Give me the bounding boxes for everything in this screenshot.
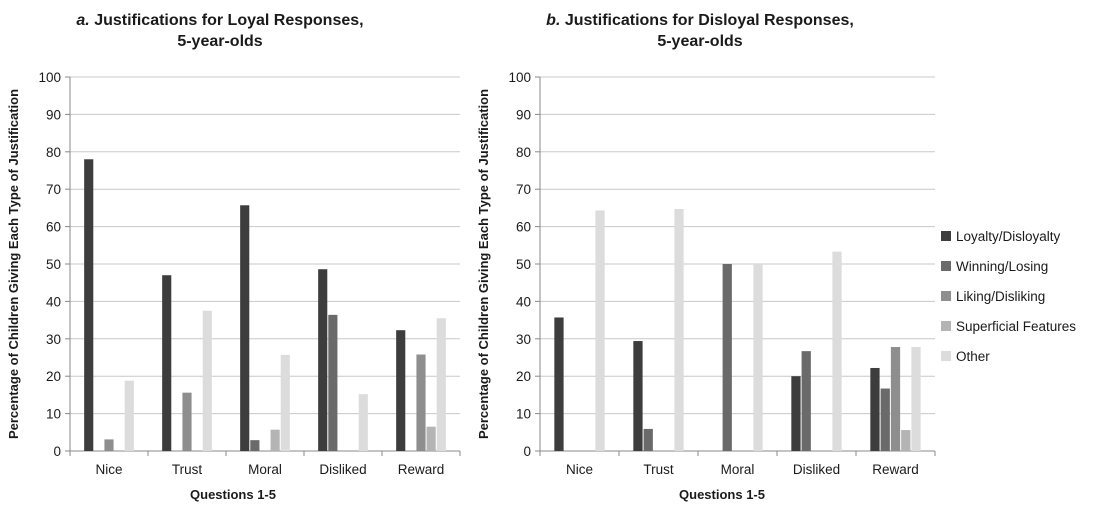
legend-label: Superficial Features xyxy=(956,319,1076,334)
chart-b-y-tick-label: 50 xyxy=(516,257,531,272)
chart-b-y-tick-label: 0 xyxy=(523,444,531,459)
chart-a-title-text: Justifications for Loyal Responses, xyxy=(94,12,363,29)
chart-b-bar xyxy=(901,430,911,451)
chart-b-bar xyxy=(633,341,643,451)
chart-b-x-tick-label: Trust xyxy=(643,462,673,477)
chart-b-x-tick-label: Disliked xyxy=(793,462,840,477)
chart-b-y-tick-label: 30 xyxy=(516,332,531,347)
chart-b-y-tick-label: 80 xyxy=(516,145,531,160)
chart-a-y-tick-label: 60 xyxy=(46,220,61,235)
chart-a-y-tick-label: 40 xyxy=(46,294,61,309)
chart-a-bar xyxy=(396,330,406,451)
chart-b-title-prefix: b. xyxy=(546,12,560,29)
chart-b-y-tick-label: 90 xyxy=(516,107,531,122)
chart-a-bar xyxy=(124,380,134,451)
chart-a-bar xyxy=(202,310,212,451)
chart-b-y-tick-label: 20 xyxy=(516,369,531,384)
chart-a-bar xyxy=(358,394,368,451)
chart-a-y-tick-label: 100 xyxy=(38,70,61,85)
chart-a-title-prefix: a. xyxy=(76,12,89,29)
legend-label: Winning/Losing xyxy=(956,259,1048,274)
chart-b-title: b. Justifications for Disloyal Responses… xyxy=(546,12,854,29)
chart-b-bar xyxy=(722,264,732,451)
chart-b-title-text: Justifications for Disloyal Responses, xyxy=(565,12,854,29)
chart-b-y-axis-label: Percentage of Children Giving Each Type … xyxy=(476,89,491,439)
chart-a-y-tick-label: 50 xyxy=(46,257,61,272)
chart-a-title-line2: 5-year-olds xyxy=(177,33,262,50)
chart-a-x-tick-label: Disliked xyxy=(319,462,366,477)
chart-a-bar xyxy=(318,269,328,451)
legend-swatch xyxy=(941,321,951,331)
legend-label: Other xyxy=(956,349,990,364)
chart-a-y-tick-label: 80 xyxy=(46,145,61,160)
chart-b-bar xyxy=(643,428,653,451)
chart-a-bar xyxy=(162,275,172,451)
chart-a-bar xyxy=(182,392,192,451)
chart-a-x-tick-label: Moral xyxy=(248,462,282,477)
chart-b-bar xyxy=(870,367,880,451)
chart-a-bar xyxy=(250,440,260,451)
chart-b-bar xyxy=(890,347,901,451)
chart-a-x-tick-label: Nice xyxy=(95,462,122,477)
chart-b-x-tick-label: Reward xyxy=(872,462,919,477)
chart-b-bar xyxy=(554,317,564,451)
chart-a-bar xyxy=(436,318,446,451)
chart-b-plot: 0 10 20 30 40 50 60 70 80 90 100 Nice Trust Moral Disl… xyxy=(508,70,936,477)
chart-a-y-tick-label: 0 xyxy=(53,444,61,459)
legend-label: Liking/Disliking xyxy=(956,289,1045,304)
chart-a-bar xyxy=(280,354,290,451)
chart-a-bar xyxy=(84,159,94,451)
legend-swatch xyxy=(941,261,951,271)
chart-a-bar xyxy=(328,314,338,451)
chart-b-x-tick-label: Moral xyxy=(721,462,755,477)
legend-swatch xyxy=(941,231,951,241)
chart-a-y-tick-label: 10 xyxy=(46,407,61,422)
chart-a-y-tick-label: 90 xyxy=(46,107,61,122)
chart-a-bar xyxy=(416,354,426,451)
chart-b-y-tick-label: 40 xyxy=(516,294,531,309)
chart-b-bar xyxy=(791,376,801,451)
chart-b-x-axis-label: Questions 1-5 xyxy=(679,487,765,502)
chart-a-bar xyxy=(270,429,280,451)
chart-b-title-line2: 5-year-olds xyxy=(657,33,742,50)
chart-b-x-tick-label: Nice xyxy=(566,462,593,477)
chart-b-bar xyxy=(911,347,921,451)
chart-b-y-tick-label: 100 xyxy=(508,70,531,85)
chart-b-bar xyxy=(595,210,605,451)
legend-label: Loyalty/Disloyalty xyxy=(956,229,1061,244)
legend-swatch xyxy=(941,351,951,361)
chart-a-plot: 0 10 20 30 40 50 60 70 80 90 100 Nice Trust Moral Disl… xyxy=(38,70,461,477)
chart-a-x-tick-label: Trust xyxy=(172,462,202,477)
chart-a-y-axis-label: Percentage of Children Giving Each Type … xyxy=(6,89,21,439)
chart-b-bar xyxy=(753,264,763,451)
chart-a-bar xyxy=(240,205,250,451)
chart-a-x-axis-label: Questions 1-5 xyxy=(190,487,276,502)
legend: Loyalty/Disloyalty Winning/Losing Liking/D… xyxy=(941,229,1076,364)
chart-a-x-tick-label: Reward xyxy=(398,462,445,477)
chart-b-bar xyxy=(880,388,890,451)
chart-a-y-tick-label: 20 xyxy=(46,369,61,384)
chart-a-bar xyxy=(426,426,436,451)
chart-b-bar xyxy=(801,351,811,451)
chart-a-title: a. Justifications for Loyal Responses, xyxy=(76,12,363,29)
chart-b-bar xyxy=(832,251,842,451)
chart-b-bar xyxy=(674,209,684,451)
chart-b-y-tick-label: 70 xyxy=(516,182,531,197)
legend-swatch xyxy=(941,291,951,301)
chart-b-y-tick-label: 10 xyxy=(516,407,531,422)
chart-a-y-tick-label: 70 xyxy=(46,182,61,197)
chart-a-bar xyxy=(104,439,114,451)
chart-b-y-tick-label: 60 xyxy=(516,220,531,235)
chart-a-y-tick-label: 30 xyxy=(46,332,61,347)
